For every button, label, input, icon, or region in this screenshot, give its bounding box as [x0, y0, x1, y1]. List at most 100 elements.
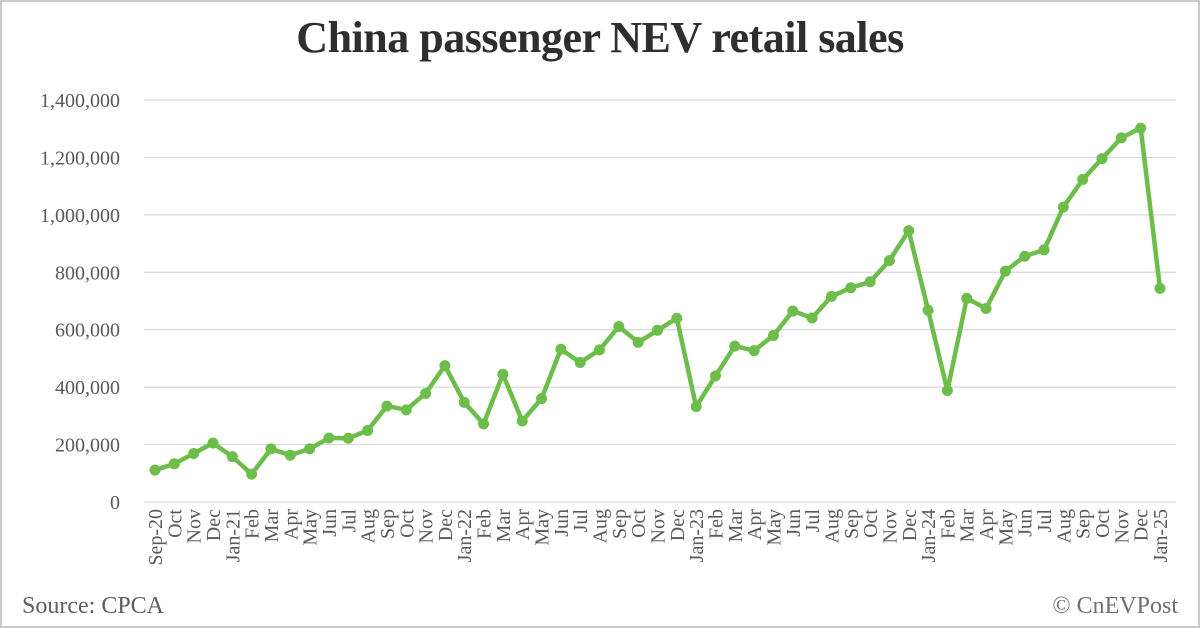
- data-point: [652, 324, 663, 336]
- x-tick-label: Dec: [667, 509, 689, 541]
- y-tick-label: 1,400,000: [40, 90, 120, 112]
- x-tick-label: Aug: [1053, 509, 1075, 543]
- x-tick-label: Nov: [184, 509, 206, 543]
- x-tick-label: Dec: [1131, 509, 1153, 541]
- y-tick-label: 800,000: [55, 262, 120, 284]
- data-point: [362, 425, 374, 437]
- data-point: [304, 443, 316, 455]
- x-tick-label: Nov: [879, 509, 901, 543]
- x-tick-label: Jun: [319, 509, 341, 537]
- data-point: [1019, 250, 1031, 262]
- x-tick-label: May: [995, 509, 1017, 546]
- y-tick-label: 600,000: [55, 320, 120, 342]
- x-tick-label: Jun: [1015, 509, 1037, 537]
- data-point: [594, 344, 606, 356]
- x-tick-label: Apr: [976, 509, 998, 540]
- data-point: [1154, 282, 1166, 294]
- x-tick-label: Jun: [551, 509, 573, 537]
- x-tick-label: May: [300, 509, 322, 546]
- data-point: [690, 401, 702, 413]
- x-tick-label: Jan-21: [222, 509, 244, 562]
- x-tick-label: Apr: [744, 509, 766, 540]
- chart-title: China passenger NEV retail sales: [296, 13, 904, 62]
- data-point: [825, 290, 837, 302]
- x-tick-label: Jul: [570, 509, 592, 533]
- data-point: [1115, 132, 1127, 144]
- data-point: [420, 387, 432, 399]
- x-tick-label: Aug: [358, 509, 380, 543]
- gridlines: [144, 99, 1176, 503]
- data-point: [883, 255, 895, 267]
- source-label: Source: CPCA: [22, 593, 165, 619]
- data-point-markers: [149, 122, 1166, 480]
- data-point: [1135, 122, 1147, 134]
- data-point: [922, 304, 934, 316]
- x-tick-label: May: [763, 509, 785, 546]
- data-point: [806, 312, 818, 324]
- x-tick-label: May: [532, 509, 554, 546]
- x-tick-label: Mar: [261, 509, 283, 543]
- x-tick-label: Sep: [377, 509, 399, 539]
- data-point: [729, 340, 741, 352]
- x-tick-label: Oct: [1092, 509, 1114, 538]
- data-point: [613, 321, 625, 333]
- data-point: [478, 418, 490, 430]
- data-point: [323, 432, 335, 444]
- data-point: [941, 385, 953, 397]
- data-point: [246, 468, 258, 480]
- data-point: [767, 329, 779, 341]
- x-tick-label: Mar: [725, 509, 747, 543]
- y-tick-label: 1,000,000: [40, 205, 120, 227]
- data-point: [632, 336, 644, 348]
- x-tick-label: Jan-24: [918, 509, 940, 562]
- data-point: [1057, 201, 1069, 213]
- watermark-credit: © CnEVPost: [1052, 593, 1178, 619]
- data-point: [999, 265, 1011, 277]
- data-point: [149, 464, 161, 476]
- x-tick-label: Apr: [512, 509, 534, 540]
- data-point: [1096, 153, 1108, 165]
- data-point: [864, 276, 876, 288]
- data-point: [903, 225, 915, 237]
- y-tick-label: 200,000: [55, 435, 120, 457]
- x-tick-label: Dec: [435, 509, 457, 541]
- data-point: [342, 432, 354, 444]
- data-point: [980, 302, 992, 314]
- y-tick-label: 0: [110, 492, 120, 514]
- data-point: [1038, 244, 1050, 256]
- x-tick-label: Jan-25: [1150, 509, 1172, 562]
- x-tick-label: Jul: [802, 509, 824, 533]
- x-tick-label: Aug: [590, 509, 612, 543]
- x-tick-label: Feb: [474, 509, 496, 539]
- data-point: [574, 356, 586, 368]
- data-point: [555, 343, 567, 355]
- x-tick-label: Feb: [705, 509, 727, 539]
- x-tick-label: Sep: [1073, 509, 1095, 539]
- x-tick-label: Nov: [416, 509, 438, 543]
- y-tick-label: 400,000: [55, 377, 120, 399]
- data-point: [516, 415, 528, 427]
- sales-line: [152, 125, 1163, 477]
- x-tick-label: Mar: [493, 509, 515, 543]
- data-point: [207, 437, 219, 449]
- data-point: [381, 400, 393, 412]
- x-tick-label: Sep: [609, 509, 631, 539]
- x-tick-label: Oct: [164, 509, 186, 538]
- data-point: [188, 447, 200, 459]
- x-tick-label: Dec: [899, 509, 921, 541]
- x-tick-label: Sep-20: [145, 509, 167, 566]
- x-tick-label: Feb: [242, 509, 264, 539]
- data-point: [961, 292, 973, 304]
- y-axis-labels: 0 200,000 400,000 600,000 800,000 1,000,000 1,…: [40, 90, 120, 514]
- x-tick-label: Mar: [957, 509, 979, 543]
- data-point: [845, 282, 857, 294]
- data-point: [226, 451, 238, 463]
- data-point: [439, 360, 451, 372]
- x-tick-label: Feb: [937, 509, 959, 539]
- x-tick-label: Jul: [338, 509, 360, 533]
- x-tick-label: Oct: [860, 509, 882, 538]
- data-point: [671, 312, 683, 324]
- data-point: [1077, 174, 1089, 186]
- data-point: [284, 449, 296, 461]
- x-tick-label: Aug: [821, 509, 843, 543]
